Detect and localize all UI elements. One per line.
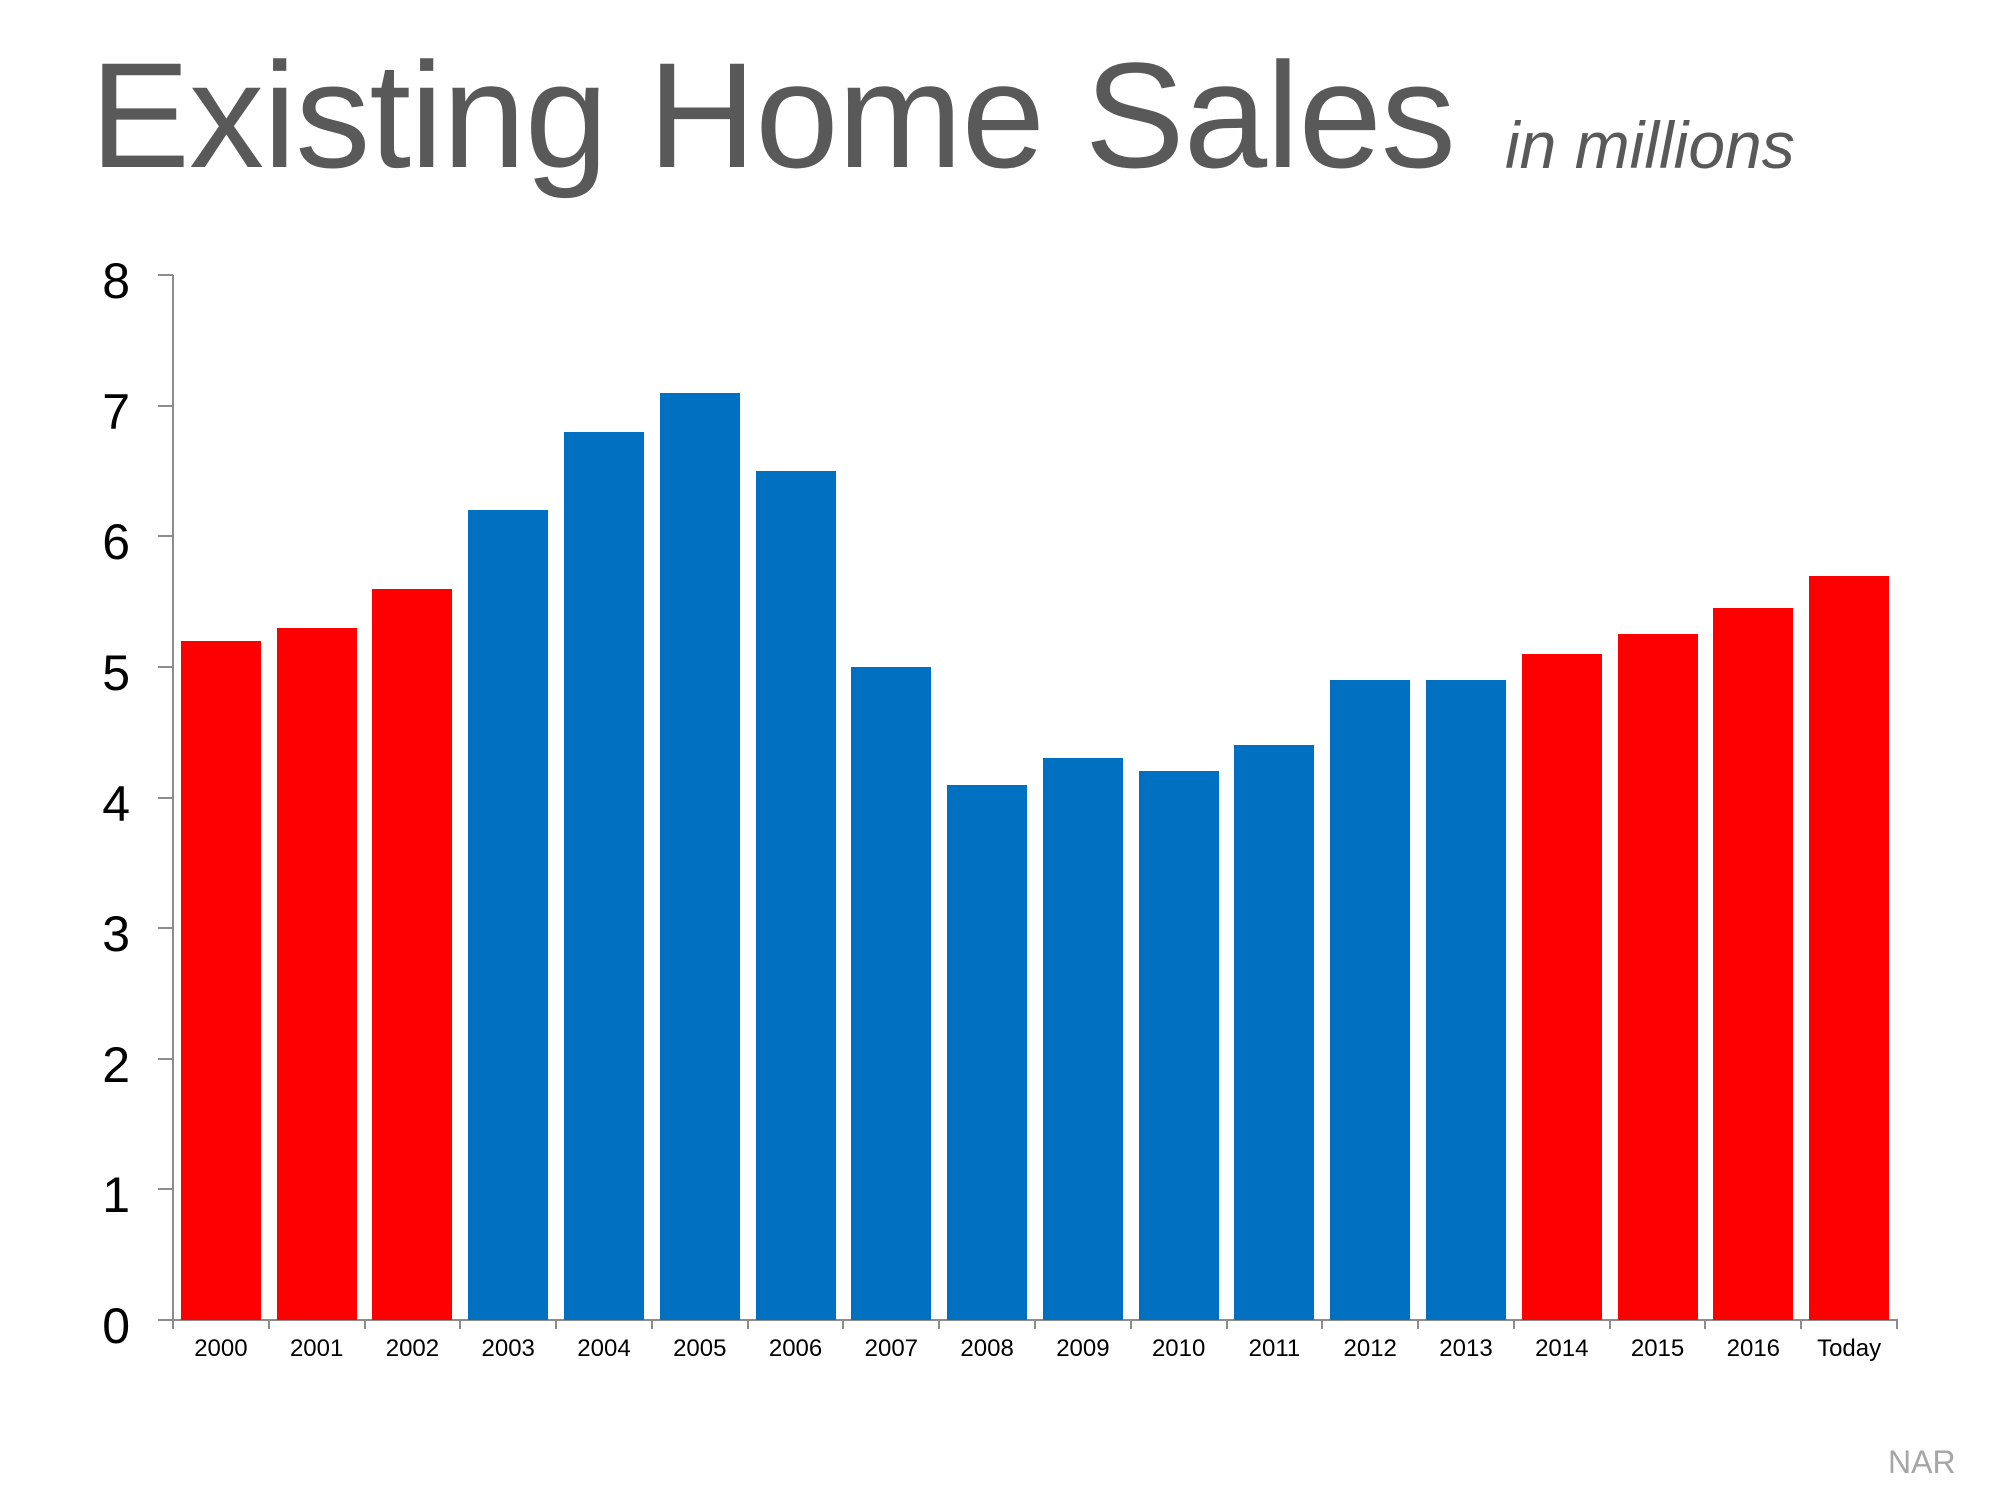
x-tick xyxy=(1129,1320,1132,1329)
x-tick xyxy=(1608,1320,1611,1329)
x-tick xyxy=(1896,1320,1898,1329)
x-tick xyxy=(172,1320,174,1329)
x-tick-label: 2013 xyxy=(1439,1335,1493,1362)
x-tick xyxy=(267,1320,270,1329)
x-tick-label: 2003 xyxy=(481,1335,535,1362)
y-tick-label: 3 xyxy=(102,906,130,963)
x-tick-label: 2006 xyxy=(768,1335,823,1362)
x-tick xyxy=(1225,1320,1228,1329)
x-tick xyxy=(1321,1320,1324,1329)
x-tick xyxy=(650,1320,653,1329)
bar-2015 xyxy=(1617,634,1698,1320)
bar-today xyxy=(1809,575,1890,1320)
x-tick-label: 2002 xyxy=(385,1335,440,1362)
x-tick-label: Today xyxy=(1817,1335,1882,1362)
bar-2011 xyxy=(1234,745,1315,1320)
y-tick xyxy=(158,274,173,277)
x-tick xyxy=(555,1320,558,1329)
x-tick xyxy=(1800,1320,1803,1329)
bar-2006 xyxy=(755,471,836,1320)
y-tick xyxy=(158,404,173,407)
x-tick-label: 2007 xyxy=(864,1335,919,1362)
source-label: NAR xyxy=(1888,1444,1956,1480)
x-tick xyxy=(1704,1320,1707,1329)
x-tick-label: 2012 xyxy=(1343,1335,1397,1362)
x-tick-label: 2001 xyxy=(289,1335,344,1362)
bar-2012 xyxy=(1330,680,1411,1320)
chart-title: Existing Home Sales xyxy=(90,31,1456,199)
y-tick xyxy=(158,1188,173,1191)
y-tick xyxy=(158,927,173,930)
y-tick xyxy=(158,666,173,668)
x-tick xyxy=(746,1320,749,1329)
x-tick-label: 2008 xyxy=(960,1335,1014,1362)
y-axis-line xyxy=(172,275,174,1321)
y-tick-label: 6 xyxy=(102,514,130,571)
x-tick xyxy=(938,1320,941,1329)
x-tick xyxy=(1417,1320,1420,1329)
bar-2002 xyxy=(372,588,453,1320)
bar-2010 xyxy=(1138,771,1219,1320)
x-tick-label: 2014 xyxy=(1535,1335,1589,1362)
bar-2001 xyxy=(276,627,357,1320)
chart-subtitle: in millions xyxy=(1505,108,1795,182)
x-tick xyxy=(459,1320,462,1329)
bar-2013 xyxy=(1426,680,1506,1320)
bar-2007 xyxy=(851,667,932,1320)
bar-2003 xyxy=(468,510,549,1320)
x-tick-label: 2004 xyxy=(577,1335,631,1362)
x-tick-label: 2000 xyxy=(194,1335,248,1362)
x-tick-label: 2011 xyxy=(1248,1335,1301,1362)
x-tick-label: 2015 xyxy=(1630,1335,1685,1362)
x-tick-label: 2009 xyxy=(1056,1335,1110,1362)
bar-2009 xyxy=(1042,758,1123,1320)
x-tick xyxy=(363,1320,366,1329)
y-tick xyxy=(158,1319,173,1321)
y-tick xyxy=(158,796,173,799)
bar-2008 xyxy=(947,784,1028,1320)
bar-2014 xyxy=(1521,653,1602,1320)
y-tick-label: 2 xyxy=(102,1036,130,1093)
x-tick xyxy=(1034,1320,1036,1329)
y-tick xyxy=(158,1057,173,1060)
x-tick xyxy=(842,1320,845,1329)
y-tick-label: 0 xyxy=(102,1298,130,1354)
bar-2004 xyxy=(564,431,644,1320)
bar-2005 xyxy=(659,392,740,1320)
x-tick-label: 2016 xyxy=(1726,1335,1781,1362)
y-tick-label: 4 xyxy=(102,775,130,832)
x-tick-label: 2005 xyxy=(673,1335,727,1362)
x-tick-label: 2010 xyxy=(1151,1335,1206,1362)
y-tick-label: 1 xyxy=(102,1167,130,1224)
bar-2000 xyxy=(180,640,261,1320)
y-tick-label: 8 xyxy=(102,253,130,310)
x-tick xyxy=(1512,1320,1515,1329)
bar-2016 xyxy=(1713,608,1794,1320)
y-tick-label: 7 xyxy=(102,383,130,440)
y-tick-label: 5 xyxy=(102,645,130,701)
y-tick xyxy=(158,535,173,538)
